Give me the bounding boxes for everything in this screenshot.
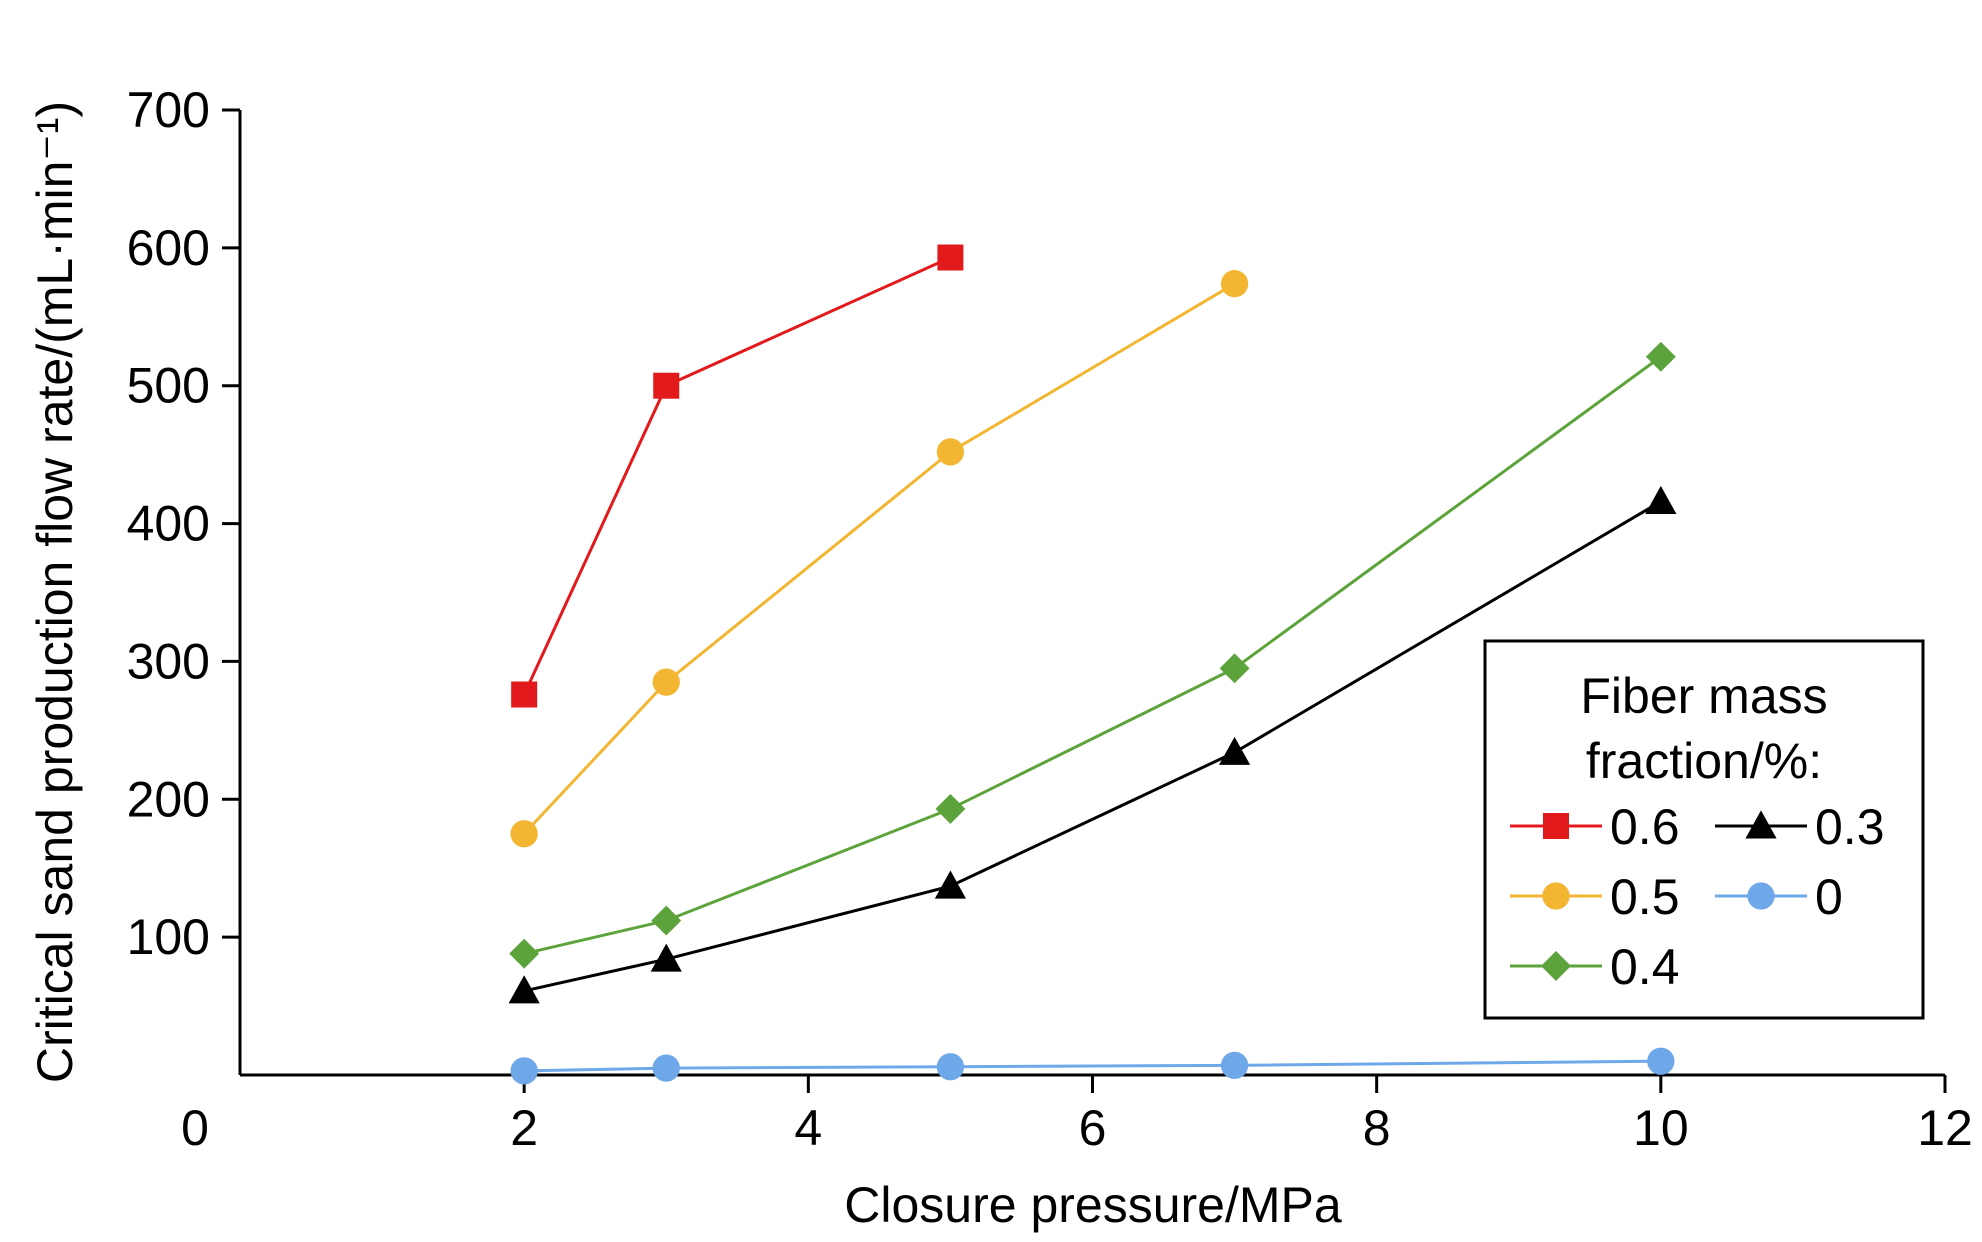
x-ticks: 0 2 4 6 8 10 12: [181, 1075, 1973, 1156]
legend-item-0-6: 0.6: [1510, 799, 1680, 855]
series-0-4-point: [1645, 341, 1676, 372]
y-tick-label: 400: [127, 496, 210, 552]
series-0-5-point: [652, 668, 680, 696]
series-0-5: [510, 270, 1249, 848]
y-tick-label: 100: [127, 909, 210, 965]
series-0-3-point: [1218, 736, 1251, 765]
series-0-4: [509, 341, 1676, 969]
legend-swatch-marker: [1747, 882, 1775, 910]
x-tick-label: 6: [1079, 1100, 1107, 1156]
legend-items: 0.6 0.3 0.5 0 0.4: [1510, 799, 1885, 995]
series-0-6-point: [653, 372, 680, 399]
series-0-6-line: [522, 256, 952, 696]
legend-title-line2: fraction/%:: [1586, 733, 1822, 789]
legend-item-0-5: 0.5: [1510, 869, 1680, 925]
x-tick-label: 12: [1917, 1100, 1973, 1156]
legend-swatch-marker: [1543, 813, 1569, 839]
y-axis-label: Critical sand production flow rate/(mL·m…: [27, 101, 83, 1083]
series-0-point: [510, 1057, 538, 1085]
series-0-5-line: [523, 282, 1236, 835]
x-tick-label: 0: [181, 1100, 209, 1156]
legend-item-0: 0: [1715, 869, 1843, 925]
legend: Fiber mass fraction/%: 0.6 0.3 0.5 0 0.4: [1483, 639, 1925, 1020]
x-tick-label: 4: [794, 1100, 822, 1156]
x-axis-label: Closure pressure/MPa: [844, 1177, 1342, 1233]
series-0-4-point: [935, 793, 966, 824]
legend-item-0-3: 0.3: [1715, 799, 1885, 855]
legend-swatch-marker: [1541, 951, 1571, 981]
series-0-6: [511, 244, 964, 708]
legend-label: 0.6: [1610, 799, 1680, 855]
series-0-4-point: [651, 905, 682, 936]
legend-swatch-marker: [1542, 882, 1570, 910]
y-ticks: 100 200 300 400 500 600 700: [127, 82, 240, 965]
legend-label: 0: [1815, 869, 1843, 925]
series-0-point: [1647, 1047, 1675, 1075]
series-0-5-point: [1220, 270, 1249, 298]
series-0-6-point: [937, 244, 964, 271]
x-tick-label: 10: [1633, 1100, 1689, 1156]
y-tick-label: 700: [127, 82, 210, 138]
series-0-5-point: [936, 438, 965, 466]
series-0-3-point: [508, 975, 540, 1004]
legend-swatch-marker: [1745, 810, 1777, 839]
series-0-4-point: [509, 938, 540, 969]
y-tick-label: 300: [127, 633, 210, 689]
legend-title-line1: Fiber mass: [1580, 668, 1827, 724]
series-0-3-point: [934, 870, 967, 899]
series-0-4-point: [1219, 653, 1250, 684]
series-0-point: [936, 1053, 965, 1081]
series-0-5-point: [510, 820, 538, 848]
legend-item-0-4: 0.4: [1510, 939, 1680, 995]
legend-label: 0.3: [1815, 799, 1885, 855]
legend-label: 0.4: [1610, 939, 1680, 995]
series-0-3: [508, 485, 1677, 1004]
y-tick-label: 600: [127, 220, 210, 276]
legend-label: 0.5: [1610, 869, 1680, 925]
x-tick-label: 2: [510, 1100, 538, 1156]
series-0-3-point: [1645, 485, 1677, 514]
series-0-line: [524, 1059, 1661, 1073]
y-tick-label: 500: [127, 358, 210, 414]
y-tick-label: 200: [127, 771, 210, 827]
series-0-point: [1220, 1051, 1249, 1079]
series-0: [510, 1047, 1675, 1085]
series-0-6-point: [511, 681, 538, 708]
series-layer: [508, 244, 1677, 1085]
series-0-point: [652, 1054, 680, 1082]
series-0-3-point: [650, 943, 682, 972]
x-tick-label: 8: [1363, 1100, 1391, 1156]
